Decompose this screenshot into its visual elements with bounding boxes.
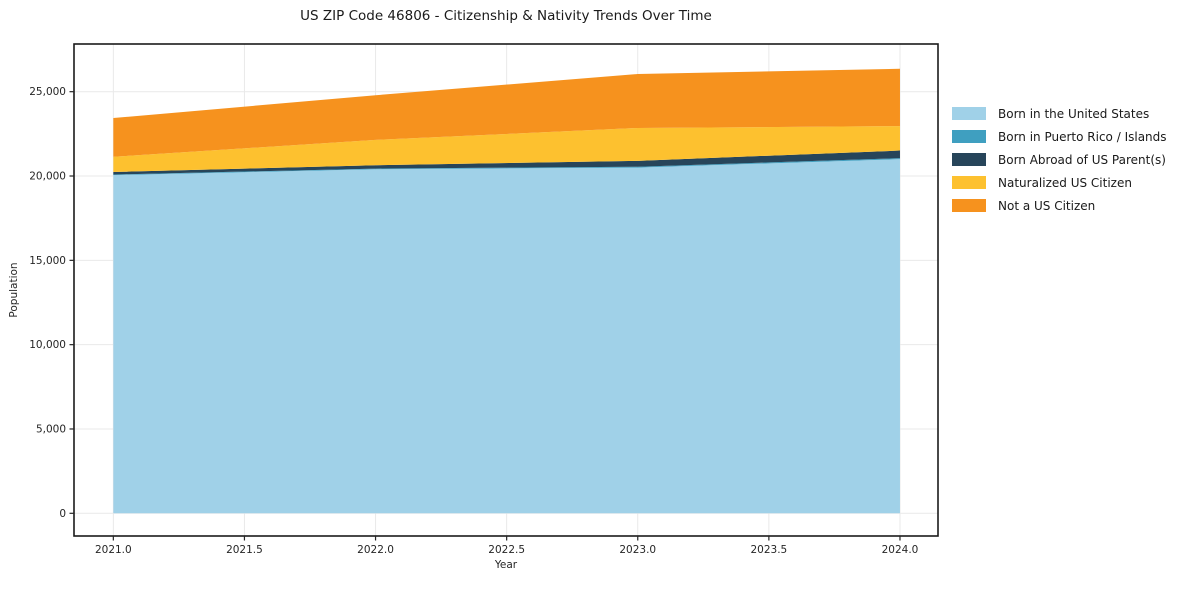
area-series-4 [113, 68, 900, 157]
y-tick-label: 10,000 [29, 339, 66, 351]
x-tick-label: 2022.5 [488, 544, 525, 556]
legend-swatch [952, 199, 986, 212]
x-tick-label: 2024.0 [882, 544, 919, 556]
legend-item-1: Born in Puerto Rico / Islands [952, 129, 1167, 144]
chart-title: US ZIP Code 46806 - Citizenship & Nativi… [300, 8, 712, 24]
legend-swatch [952, 153, 986, 166]
x-tick-label: 2023.0 [619, 544, 656, 556]
y-tick-label: 25,000 [29, 86, 66, 98]
legend-label: Born in the United States [998, 106, 1150, 121]
legend-label: Born Abroad of US Parent(s) [998, 152, 1166, 167]
area-series-0 [113, 159, 900, 514]
legend-label: Born in Puerto Rico / Islands [998, 129, 1167, 144]
legend-item-4: Not a US Citizen [952, 198, 1167, 213]
y-tick-label: 0 [59, 508, 66, 520]
area-series-2 [113, 150, 900, 175]
x-tick-label: 2021.5 [226, 544, 263, 556]
y-tick-label: 20,000 [29, 171, 66, 183]
y-tick-label: 5,000 [36, 423, 66, 435]
area-series-3 [113, 126, 900, 172]
legend-item-2: Born Abroad of US Parent(s) [952, 152, 1167, 167]
y-tick-label: 15,000 [29, 255, 66, 267]
legend-label: Not a US Citizen [998, 198, 1096, 213]
y-axis-label: Population [8, 262, 20, 318]
legend-item-0: Born in the United States [952, 106, 1167, 121]
x-tick-label: 2021.0 [95, 544, 132, 556]
legend-swatch [952, 130, 986, 143]
x-tick-label: 2023.5 [750, 544, 787, 556]
legend: Born in the United States Born in Puerto … [952, 106, 1167, 213]
x-tick-label: 2022.0 [357, 544, 394, 556]
plot-frame [73, 43, 939, 537]
legend-item-3: Naturalized US Citizen [952, 175, 1167, 190]
x-axis-label: Year [494, 559, 518, 571]
legend-label: Naturalized US Citizen [998, 175, 1132, 190]
legend-swatch [952, 107, 986, 120]
legend-swatch [952, 176, 986, 189]
